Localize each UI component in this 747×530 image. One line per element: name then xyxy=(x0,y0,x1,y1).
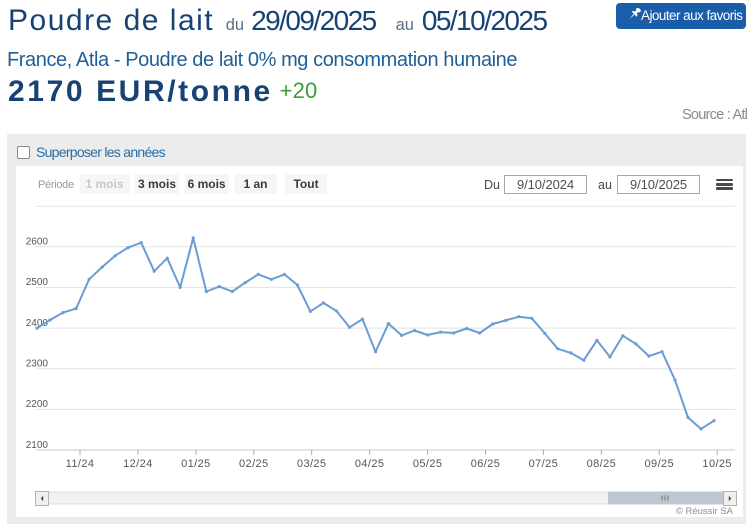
svg-text:2200: 2200 xyxy=(26,399,49,410)
svg-text:01/25: 01/25 xyxy=(181,458,211,470)
svg-text:2600: 2600 xyxy=(26,237,49,248)
svg-text:03/25: 03/25 xyxy=(297,458,327,470)
svg-text:2500: 2500 xyxy=(26,277,49,288)
svg-text:2300: 2300 xyxy=(26,359,49,370)
svg-text:08/25: 08/25 xyxy=(587,458,617,470)
svg-text:10/25: 10/25 xyxy=(702,458,732,470)
svg-text:04/25: 04/25 xyxy=(355,458,385,470)
svg-text:11/24: 11/24 xyxy=(66,458,95,470)
svg-text:09/25: 09/25 xyxy=(645,458,675,470)
svg-text:06/25: 06/25 xyxy=(471,458,501,470)
svg-text:2400: 2400 xyxy=(26,318,49,329)
svg-text:02/25: 02/25 xyxy=(239,458,269,470)
svg-text:2100: 2100 xyxy=(26,440,49,451)
svg-text:12/24: 12/24 xyxy=(123,458,153,470)
svg-text:07/25: 07/25 xyxy=(529,458,559,470)
svg-text:© Réussir SA: © Réussir SA xyxy=(676,506,734,517)
svg-text:05/25: 05/25 xyxy=(413,458,443,470)
